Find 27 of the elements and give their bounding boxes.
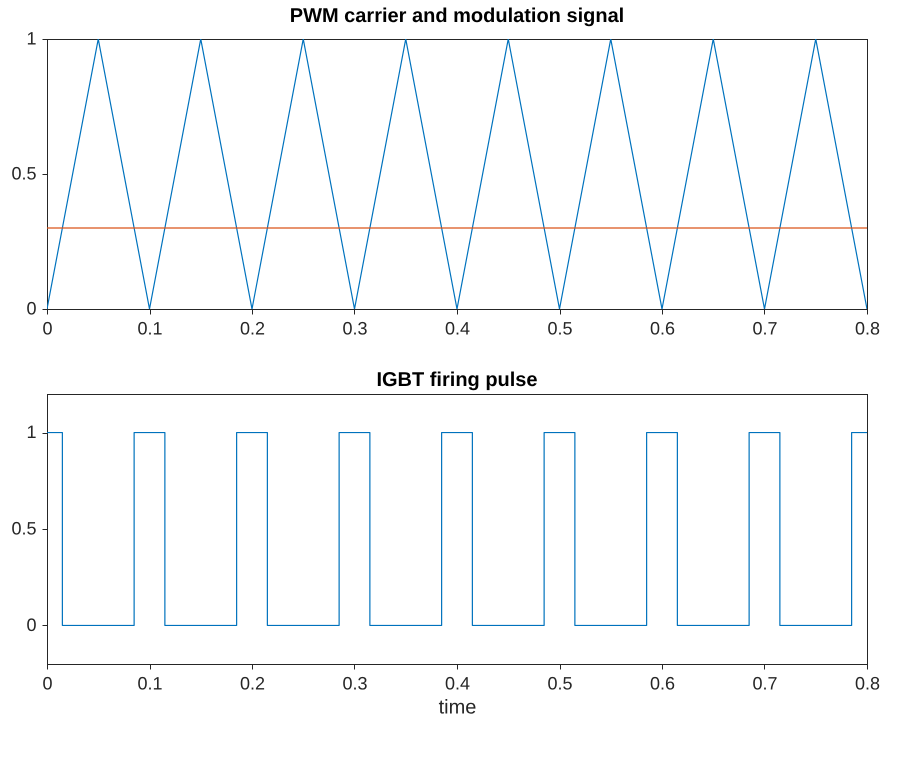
x-tick-label: 0.5 bbox=[547, 674, 573, 694]
x-tick-label: 0.2 bbox=[240, 674, 266, 694]
x-tick-label: 0.3 bbox=[342, 318, 368, 338]
x-tick-label: 0.7 bbox=[752, 318, 778, 338]
y-tick-label: 0.5 bbox=[11, 164, 36, 184]
x-tick-label: 0.1 bbox=[137, 674, 163, 694]
x-tick-label: 0.6 bbox=[650, 318, 676, 338]
y-tick-label: 1 bbox=[26, 28, 36, 48]
x-tick-label: 0.4 bbox=[444, 318, 470, 338]
y-tick-label: 1 bbox=[26, 422, 36, 442]
x-tick-label: 0.3 bbox=[342, 674, 368, 694]
y-tick-label: 0 bbox=[26, 298, 36, 318]
x-tick-label: 0.8 bbox=[854, 318, 880, 338]
x-tick-label: 0.2 bbox=[240, 318, 266, 338]
y-tick-label: 0.5 bbox=[11, 518, 36, 538]
x-tick-label: 0.4 bbox=[444, 674, 470, 694]
x-tick-label: 0.6 bbox=[650, 674, 676, 694]
x-tick-label: 0.7 bbox=[752, 674, 778, 694]
x-tick-label: 0.1 bbox=[137, 318, 163, 338]
chart-title: IGBT firing pulse bbox=[376, 369, 538, 391]
x-axis-title: time bbox=[438, 696, 476, 718]
x-tick-label: 0 bbox=[42, 674, 53, 694]
y-tick-label: 0 bbox=[26, 614, 36, 635]
x-tick-label: 0.8 bbox=[854, 674, 880, 694]
chart-title: PWM carrier and modulation signal bbox=[290, 5, 624, 27]
x-tick-label: 0 bbox=[42, 318, 53, 338]
x-tick-label: 0.5 bbox=[547, 318, 573, 338]
